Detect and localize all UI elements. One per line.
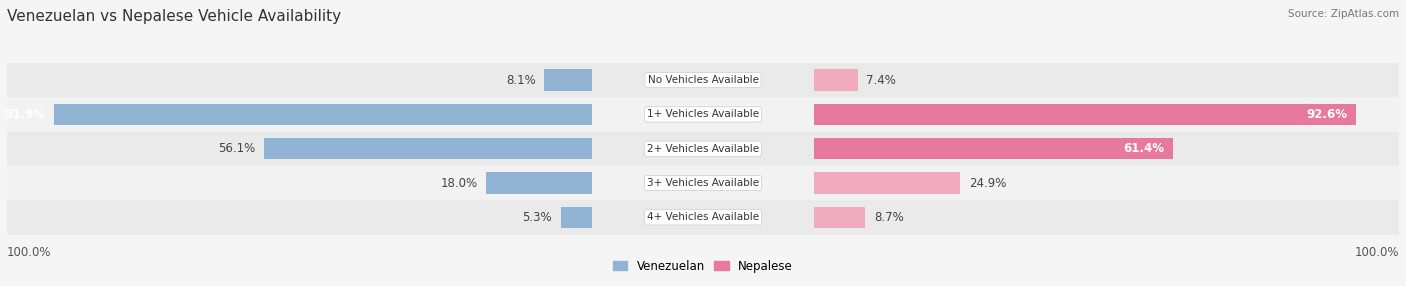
Bar bbox=[814, 166, 1399, 200]
Bar bbox=[592, 132, 814, 166]
Text: 91.9%: 91.9% bbox=[4, 108, 45, 121]
Text: 24.9%: 24.9% bbox=[969, 176, 1007, 190]
Legend: Venezuelan, Nepalese: Venezuelan, Nepalese bbox=[609, 255, 797, 277]
Text: 4+ Vehicles Available: 4+ Vehicles Available bbox=[647, 212, 759, 222]
Bar bbox=[814, 69, 858, 91]
Bar bbox=[7, 166, 592, 200]
Bar bbox=[486, 172, 592, 194]
Bar bbox=[814, 207, 865, 228]
Text: 56.1%: 56.1% bbox=[218, 142, 254, 155]
Bar bbox=[7, 63, 592, 97]
Text: 2+ Vehicles Available: 2+ Vehicles Available bbox=[647, 144, 759, 154]
Text: 1+ Vehicles Available: 1+ Vehicles Available bbox=[647, 110, 759, 119]
Bar bbox=[814, 104, 1355, 125]
Bar bbox=[592, 166, 814, 200]
Text: 61.4%: 61.4% bbox=[1123, 142, 1164, 155]
Bar bbox=[561, 207, 592, 228]
Bar bbox=[55, 104, 592, 125]
Bar bbox=[544, 69, 592, 91]
Text: 7.4%: 7.4% bbox=[866, 74, 896, 87]
Text: 8.7%: 8.7% bbox=[875, 211, 904, 224]
Text: No Vehicles Available: No Vehicles Available bbox=[648, 75, 758, 85]
Text: 8.1%: 8.1% bbox=[506, 74, 536, 87]
Bar bbox=[7, 200, 592, 235]
Bar bbox=[592, 63, 814, 97]
Text: Source: ZipAtlas.com: Source: ZipAtlas.com bbox=[1288, 9, 1399, 19]
Text: 3+ Vehicles Available: 3+ Vehicles Available bbox=[647, 178, 759, 188]
Bar bbox=[814, 97, 1399, 132]
Text: 100.0%: 100.0% bbox=[7, 246, 52, 259]
Text: Venezuelan vs Nepalese Vehicle Availability: Venezuelan vs Nepalese Vehicle Availabil… bbox=[7, 9, 342, 23]
Bar bbox=[814, 172, 960, 194]
Bar bbox=[592, 97, 814, 132]
Bar bbox=[814, 138, 1174, 159]
Bar bbox=[814, 63, 1399, 97]
Bar bbox=[7, 97, 592, 132]
Text: 100.0%: 100.0% bbox=[1354, 246, 1399, 259]
Bar bbox=[264, 138, 592, 159]
Bar bbox=[814, 132, 1399, 166]
Text: 5.3%: 5.3% bbox=[522, 211, 553, 224]
Text: 92.6%: 92.6% bbox=[1306, 108, 1347, 121]
Bar bbox=[7, 132, 592, 166]
Text: 18.0%: 18.0% bbox=[440, 176, 478, 190]
Bar bbox=[814, 200, 1399, 235]
Bar bbox=[592, 200, 814, 235]
